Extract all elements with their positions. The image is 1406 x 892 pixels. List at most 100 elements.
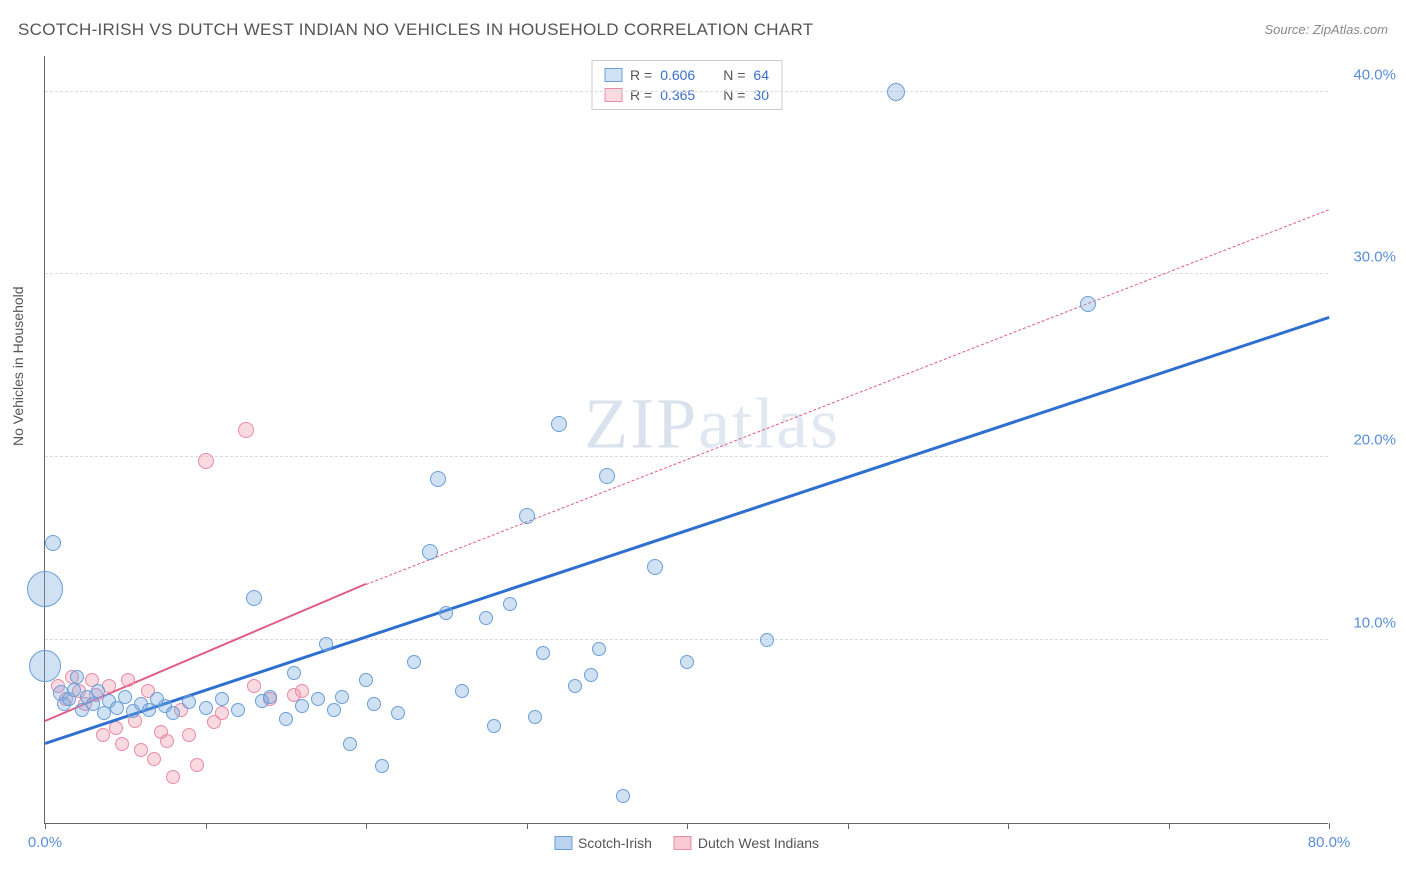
scatter-point-b <box>109 721 123 735</box>
scatter-point-a <box>295 699 309 713</box>
scatter-point-a <box>335 690 349 704</box>
r-label-b: R = <box>630 87 652 103</box>
scatter-point-a <box>343 737 357 751</box>
n-label-a: N = <box>723 67 745 83</box>
x-tick <box>1329 823 1330 829</box>
scatter-point-a <box>551 416 567 432</box>
scatter-point-a <box>439 606 453 620</box>
y-tick-label: 20.0% <box>1353 432 1396 449</box>
scatter-point-b <box>160 734 174 748</box>
scatter-point-a <box>680 655 694 669</box>
scatter-point-a <box>231 703 245 717</box>
scatter-point-a <box>359 673 373 687</box>
watermark: ZIPatlas <box>584 383 840 466</box>
x-tick <box>687 823 688 829</box>
gridline <box>45 456 1328 457</box>
scatter-point-b <box>115 737 129 751</box>
gridline <box>45 91 1328 92</box>
scatter-point-a <box>118 690 132 704</box>
legend-swatch <box>554 836 572 850</box>
scatter-point-a <box>166 706 180 720</box>
correlation-legend: R = 0.606 N = 64 R = 0.365 N = 30 <box>591 60 782 110</box>
legend-label: Scotch-Irish <box>578 835 652 851</box>
trend-line <box>366 209 1329 585</box>
x-tick <box>45 823 46 829</box>
x-tick-label: 0.0% <box>28 834 62 851</box>
scatter-point-a <box>519 508 535 524</box>
scatter-point-a <box>67 683 81 697</box>
scatter-point-b <box>295 684 309 698</box>
chart-title: SCOTCH-IRISH VS DUTCH WEST INDIAN NO VEH… <box>18 20 813 40</box>
trend-line <box>45 316 1330 744</box>
scatter-point-a <box>279 712 293 726</box>
scatter-point-b <box>215 706 229 720</box>
scatter-point-a <box>407 655 421 669</box>
scatter-point-b <box>247 679 261 693</box>
y-tick-label: 30.0% <box>1353 249 1396 266</box>
x-tick <box>527 823 528 829</box>
scatter-point-a <box>199 701 213 715</box>
legend-item: Dutch West Indians <box>674 835 819 851</box>
scatter-point-a <box>455 684 469 698</box>
scatter-point-a <box>367 697 381 711</box>
scatter-point-a <box>1080 296 1096 312</box>
scatter-point-b <box>134 743 148 757</box>
scatter-point-a <box>584 668 598 682</box>
legend-row-series-b: R = 0.365 N = 30 <box>604 85 769 105</box>
scatter-point-a <box>246 590 262 606</box>
scatter-point-a <box>430 471 446 487</box>
legend-swatch-a <box>604 68 622 82</box>
watermark-light: atlas <box>698 384 840 464</box>
scatter-point-b <box>182 728 196 742</box>
n-value-b: 30 <box>753 87 769 103</box>
x-tick <box>206 823 207 829</box>
scatter-point-a <box>311 692 325 706</box>
scatter-point-a <box>647 559 663 575</box>
y-tick-label: 40.0% <box>1353 66 1396 83</box>
gridline <box>45 273 1328 274</box>
series-legend: Scotch-Irish Dutch West Indians <box>554 835 819 851</box>
scatter-point-a <box>287 666 301 680</box>
scatter-point-a <box>536 646 550 660</box>
x-tick <box>848 823 849 829</box>
r-value-a: 0.606 <box>660 67 695 83</box>
legend-label: Dutch West Indians <box>698 835 819 851</box>
scatter-point-a <box>487 719 501 733</box>
scatter-point-a <box>215 692 229 706</box>
r-value-b: 0.365 <box>660 87 695 103</box>
n-value-a: 64 <box>753 67 769 83</box>
x-tick <box>366 823 367 829</box>
scatter-point-a <box>422 544 438 560</box>
scatter-point-a <box>760 633 774 647</box>
y-axis-title: No Vehicles in Household <box>10 286 26 446</box>
scatter-point-a <box>263 690 277 704</box>
source-attribution: Source: ZipAtlas.com <box>1264 22 1388 37</box>
scatter-point-a <box>503 597 517 611</box>
scatter-point-b <box>238 422 254 438</box>
scatter-point-b <box>96 728 110 742</box>
scatter-point-a <box>319 637 333 651</box>
scatter-point-a <box>391 706 405 720</box>
scatter-point-a <box>479 611 493 625</box>
scatter-point-a <box>616 789 630 803</box>
scatter-point-b <box>147 752 161 766</box>
y-tick-label: 10.0% <box>1353 615 1396 632</box>
x-tick <box>1008 823 1009 829</box>
scatter-point-b <box>198 453 214 469</box>
scatter-point-a <box>327 703 341 717</box>
scatter-point-a <box>45 535 61 551</box>
scatter-point-a <box>182 695 196 709</box>
scatter-point-b <box>190 758 204 772</box>
x-tick <box>1169 823 1170 829</box>
scatter-point-a <box>887 83 905 101</box>
scatter-plot: ZIPatlas R = 0.606 N = 64 R = 0.365 N = … <box>44 56 1328 824</box>
r-label-a: R = <box>630 67 652 83</box>
legend-swatch <box>674 836 692 850</box>
legend-item: Scotch-Irish <box>554 835 652 851</box>
scatter-point-a <box>70 670 84 684</box>
x-tick-label: 80.0% <box>1308 834 1351 851</box>
watermark-bold: ZIP <box>584 384 698 464</box>
scatter-point-a <box>568 679 582 693</box>
n-label-b: N = <box>723 87 745 103</box>
scatter-point-a <box>29 650 61 682</box>
